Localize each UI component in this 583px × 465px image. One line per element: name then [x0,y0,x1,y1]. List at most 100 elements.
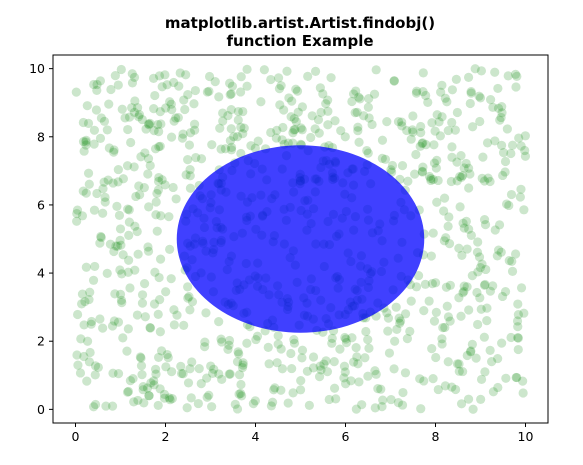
scatter-point [482,316,492,326]
scatter-point [279,105,289,115]
scatter-point [477,173,487,183]
scatter-point [166,132,177,142]
scatter-point [269,385,279,395]
x-tick-label: 4 [252,429,260,444]
scatter-point [286,112,296,122]
scatter-point [403,176,413,186]
scatter-point [428,374,438,384]
scatter-point [178,369,188,379]
scatter-point [132,226,142,237]
scatter-point [502,199,512,209]
scatter-point [234,370,245,380]
scatter-point [286,348,296,359]
scatter-point [447,85,457,95]
scatter-point [475,262,486,273]
scatter-point [274,73,284,83]
scatter-point [209,364,219,374]
scatter-point [433,175,443,186]
scatter-point [436,87,446,97]
scatter-point [136,152,146,162]
scatter-point [354,377,364,387]
scatter-point [465,347,476,357]
scatter-point [143,153,154,164]
scatter-point [159,389,170,399]
scatter-point [482,138,493,148]
scatter-point [287,96,297,106]
scatter-point [439,193,450,203]
scatter-point [282,66,292,76]
scatter-point [424,296,434,306]
scatter-point [144,120,154,130]
scatter-point [140,312,150,322]
scatter-point [200,342,210,352]
scatter-point [218,108,228,118]
scatter-point [126,137,136,148]
scatter-point [326,73,336,83]
scatter-point [497,102,507,112]
scatter-point [488,102,498,112]
scatter-point [415,374,425,384]
scatter-point [76,334,86,344]
scatter-point [171,113,181,123]
scatter-point [136,361,147,371]
y-tick-label: 2 [37,334,45,349]
scatter-point [306,132,316,143]
scatter-point [336,126,346,136]
scatter-point [155,295,165,305]
scatter-point [416,128,426,138]
scatter-point [118,174,128,184]
scatter-point [183,90,193,100]
scatter-point [176,368,187,379]
scatter-point [186,393,196,403]
scatter-point [115,235,125,245]
scatter-point [321,99,331,109]
scatter-point [456,399,467,409]
scatter-point [490,136,500,146]
scatter-point [496,112,506,123]
scatter-point [73,360,83,370]
scatter-point [348,89,359,99]
scatter-point [415,141,425,151]
scatter-point [480,220,491,230]
scatter-point [223,344,233,354]
scatter-point [461,216,471,226]
scatter-point [191,152,201,163]
scatter-point [432,155,442,165]
scatter-point [396,316,406,326]
scatter-point [518,376,528,386]
scatter-point [83,168,94,178]
scatter-point [329,356,339,367]
scatter-point [458,218,468,228]
scatter-point [202,373,212,383]
scatter-point [495,115,505,125]
scatter-point [194,364,204,374]
scatter-point [477,259,487,269]
scatter-point [447,152,457,162]
scatter-point [236,72,246,82]
scatter-point [225,90,235,100]
scatter-point [180,104,190,115]
scatter-point [459,223,469,233]
scatter-point [218,116,228,126]
scatter-point [124,255,134,265]
scatter-point [331,394,341,404]
scatter-point [184,292,194,302]
scatter-point [129,397,139,407]
scatter-point [185,305,195,315]
scatter-point [395,318,405,328]
scatter-point [155,384,165,394]
scatter-point [132,310,142,320]
scatter-point [512,71,522,81]
scatter-point [259,65,269,75]
scatter-point [137,370,147,380]
scatter-point [476,374,487,385]
scatter-point [370,403,380,413]
scatter-point [327,338,337,348]
scatter-point [457,250,467,261]
scatter-point [383,326,393,336]
x-tick-label: 2 [162,429,170,444]
scatter-point [493,103,504,113]
scatter-point [515,192,525,202]
scatter-point [143,246,154,256]
scatter-point [315,361,325,371]
